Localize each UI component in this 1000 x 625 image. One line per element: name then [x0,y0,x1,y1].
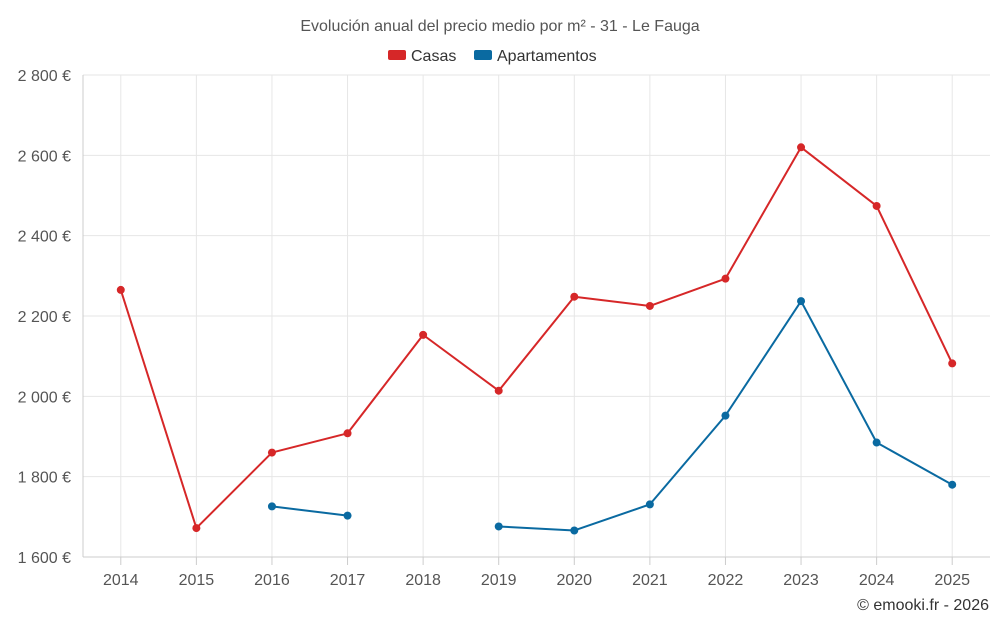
x-tick-label: 2017 [330,572,366,589]
data-point-casas[interactable] [116,285,125,294]
data-point-apartamentos[interactable] [797,297,806,306]
legend-item-casas[interactable]: Casas [388,48,456,65]
data-point-apartamentos[interactable] [343,511,352,520]
data-point-casas[interactable] [645,301,654,310]
data-point-casas[interactable] [494,386,503,395]
series-line-apartamentos [271,505,348,517]
series-line-casas [119,146,954,530]
data-point-apartamentos[interactable] [721,411,730,420]
data-point-apartamentos[interactable] [872,438,881,447]
y-tick-label: 2 800 € [18,68,71,85]
data-point-casas[interactable] [419,330,428,339]
grid [83,74,990,557]
legend-label: Casas [411,48,456,65]
legend[interactable]: Casas Apartamentos [388,48,597,65]
data-point-casas[interactable] [872,201,881,210]
credit-text: © emooki.fr - 2026 [857,597,989,614]
data-point-casas[interactable] [948,359,957,368]
data-point-casas[interactable] [797,143,806,152]
y-tick-label: 1 800 € [18,470,71,487]
x-tick-label: 2019 [481,572,517,589]
y-tick-label: 2 400 € [18,229,71,246]
y-tick-label: 2 200 € [18,309,71,326]
x-tick-label: 2014 [103,572,139,589]
data-point-apartamentos[interactable] [267,502,276,511]
legend-swatch [388,50,406,60]
data-point-casas[interactable] [721,274,730,283]
data-point-casas[interactable] [192,524,201,533]
x-tick-label: 2022 [708,572,744,589]
legend-swatch [474,50,492,60]
x-tick-label: 2023 [783,572,819,589]
x-tick-label: 2015 [179,572,215,589]
x-tick-label: 2024 [859,572,895,589]
x-tick-label: 2020 [556,572,592,589]
chart-title: Evolución anual del precio medio por m² … [300,18,699,35]
x-tick-label: 2025 [934,572,970,589]
data-point-apartamentos[interactable] [494,522,503,531]
y-tick-label: 2 600 € [18,148,71,165]
axes: 1 600 € 1 800 € 2 000 € 2 200 € 2 400 € 2 600… [18,68,990,589]
x-tick-label: 2018 [405,572,441,589]
x-tick-label: 2021 [632,572,668,589]
data-point-casas[interactable] [343,429,352,438]
data-point-casas[interactable] [267,448,276,457]
y-tick-label: 1 600 € [18,550,71,567]
legend-item-apartamentos[interactable]: Apartamentos [474,48,597,65]
data-point-apartamentos[interactable] [948,480,957,489]
series-layer [116,143,957,535]
data-point-apartamentos[interactable] [645,500,654,509]
x-tick-label: 2016 [254,572,290,589]
y-tick-label: 2 000 € [18,389,71,406]
data-point-apartamentos[interactable] [570,526,579,535]
data-point-casas[interactable] [570,292,579,301]
legend-label: Apartamentos [497,48,597,65]
